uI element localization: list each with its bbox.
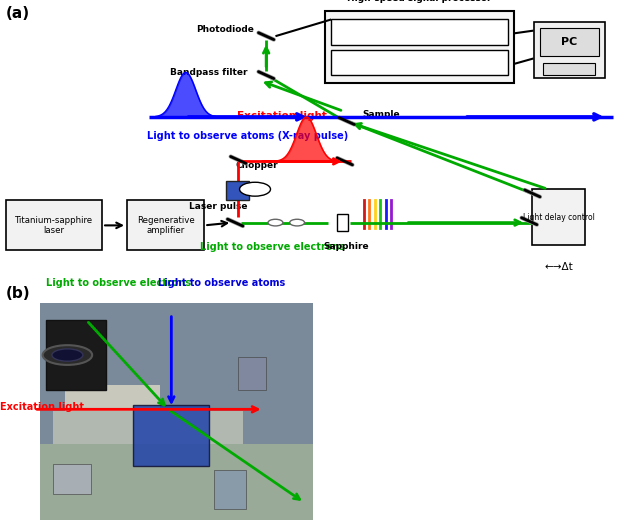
- Text: Chopper: Chopper: [236, 161, 278, 170]
- Text: Regenerative
amplifier: Regenerative amplifier: [137, 216, 194, 235]
- Bar: [65, 385, 160, 412]
- Circle shape: [240, 182, 271, 196]
- Bar: [226, 181, 249, 201]
- Bar: [214, 470, 246, 509]
- Text: Light to observe atoms: Light to observe atoms: [158, 278, 285, 288]
- Bar: [532, 189, 585, 245]
- Text: Light to observe electrons: Light to observe electrons: [46, 278, 191, 288]
- Bar: [325, 11, 514, 83]
- Text: Bandpass filter: Bandpass filter: [170, 68, 248, 77]
- Bar: [127, 201, 204, 250]
- Bar: [238, 357, 266, 390]
- Text: High-speed signal processor: High-speed signal processor: [347, 0, 491, 3]
- Bar: [53, 412, 243, 444]
- Text: PC: PC: [561, 37, 578, 47]
- Bar: [331, 50, 508, 75]
- Text: Titanium-sapphire
laser: Titanium-sapphire laser: [15, 216, 93, 235]
- Text: Excitation light: Excitation light: [0, 402, 84, 412]
- Bar: [40, 444, 313, 520]
- Bar: [46, 320, 106, 390]
- Text: Excitation light: Excitation light: [236, 111, 327, 121]
- Circle shape: [52, 349, 83, 361]
- Bar: [6, 201, 102, 250]
- Text: Laser pulse: Laser pulse: [189, 203, 248, 212]
- Text: (a): (a): [6, 6, 30, 20]
- Text: Light delay control: Light delay control: [522, 213, 595, 222]
- Text: Light to observe electrons: Light to observe electrons: [200, 242, 345, 252]
- Text: Light to observe atoms (X-ray pulse): Light to observe atoms (X-ray pulse): [147, 131, 348, 141]
- Bar: [53, 464, 91, 494]
- Circle shape: [268, 219, 283, 226]
- Text: (b): (b): [6, 286, 31, 301]
- Text: ←→Δt: ←→Δt: [544, 261, 573, 271]
- Circle shape: [43, 345, 92, 365]
- Circle shape: [290, 219, 305, 226]
- Text: Photodiode: Photodiode: [196, 25, 254, 34]
- Bar: [337, 214, 348, 231]
- Bar: [534, 22, 605, 78]
- Bar: [543, 62, 595, 75]
- Bar: [133, 405, 209, 466]
- Text: Sample: Sample: [362, 110, 400, 119]
- Bar: [540, 28, 599, 56]
- Text: Sapphire: Sapphire: [324, 242, 370, 251]
- Bar: [40, 303, 313, 520]
- Bar: [331, 19, 508, 45]
